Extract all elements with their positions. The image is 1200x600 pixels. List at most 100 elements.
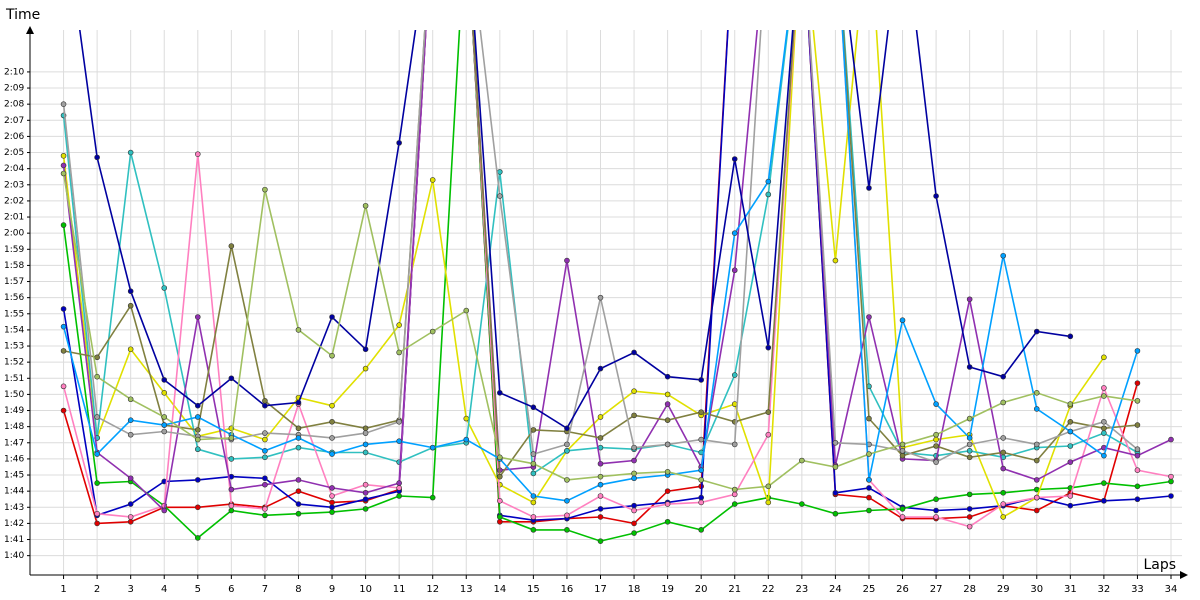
lap-point (262, 506, 268, 512)
x-tick-label: 30 (1030, 584, 1043, 595)
y-tick-label: 1:49 (4, 406, 24, 416)
lap-point (765, 344, 772, 351)
lap-point (1067, 502, 1074, 509)
lap-point (194, 504, 201, 511)
lap-point (396, 140, 402, 146)
lap-point (631, 388, 637, 394)
lap-point (362, 496, 369, 503)
lap-point (329, 499, 335, 506)
lap-point (731, 501, 738, 507)
lap-point (1000, 501, 1007, 507)
x-tick-label: 28 (963, 584, 976, 595)
lap-point (262, 398, 268, 404)
lap-point (429, 444, 436, 451)
lap-point (530, 460, 537, 467)
lap-point (194, 151, 201, 157)
y-tick-label: 1:48 (4, 422, 24, 432)
lap-point (161, 377, 168, 383)
y-axis-arrow (26, 26, 34, 34)
lap-point (1033, 494, 1040, 501)
x-tick-label: 18 (628, 584, 641, 595)
y-tick-label: 2:00 (4, 229, 24, 239)
y-tick-label: 1:41 (4, 535, 24, 545)
lap-point (329, 451, 335, 457)
lap-point (362, 449, 369, 456)
lap-point (933, 514, 939, 520)
lap-point (1134, 446, 1141, 453)
lap-point (1101, 419, 1107, 425)
lap-point (262, 430, 268, 436)
lap-point (731, 491, 738, 498)
lap-point (127, 302, 134, 309)
lap-point (194, 427, 201, 433)
lap-point (731, 441, 738, 448)
lap-point (631, 349, 637, 356)
lap-point (631, 444, 637, 451)
lap-point (664, 417, 671, 424)
lap-point (933, 401, 939, 407)
lap-point (127, 501, 134, 507)
lap-point (463, 436, 470, 443)
lap-point (228, 435, 235, 441)
lap-point (194, 436, 201, 443)
lap-point (94, 510, 100, 517)
lap-point (1168, 478, 1174, 485)
lap-point (631, 520, 637, 527)
lap-point (94, 480, 100, 486)
lap-point (832, 489, 839, 496)
x-tick-label: 11 (393, 584, 406, 595)
lap-point (765, 178, 772, 185)
lap-point (1101, 425, 1107, 432)
lap-point (194, 446, 201, 453)
lap-point (530, 527, 537, 533)
lap-point (228, 507, 235, 514)
lap-point (564, 527, 570, 533)
lap-point (497, 389, 503, 396)
lap-point (362, 365, 369, 372)
lap-point (966, 514, 973, 520)
lap-point (161, 285, 168, 291)
lap-point (799, 501, 805, 507)
x-tick-label: 27 (930, 584, 943, 595)
lap-point (1000, 449, 1007, 456)
lap-point (194, 402, 201, 409)
lap-point (497, 518, 503, 525)
lap-point (597, 481, 604, 488)
lap-point (161, 389, 168, 396)
lap-point (933, 443, 939, 449)
lap-point (463, 415, 470, 422)
series-line (62, 30, 1172, 542)
lap-point (966, 454, 973, 461)
x-tick-label: 17 (594, 584, 607, 595)
lap-point (161, 507, 168, 514)
lap-point (1134, 452, 1141, 459)
lap-point (564, 257, 570, 264)
lap-point (94, 154, 100, 161)
lap-point (631, 412, 637, 419)
lap-point (899, 452, 906, 459)
lap-point (94, 414, 100, 420)
lap-point (564, 512, 570, 519)
x-tick-label: 16 (561, 584, 574, 595)
lap-point (94, 451, 100, 457)
lap-point (262, 475, 268, 482)
x-tick-label: 33 (1131, 584, 1144, 595)
lap-point (497, 514, 503, 520)
lap-point (1000, 435, 1007, 441)
lap-point (362, 481, 369, 488)
y-tick-label: 1:43 (4, 503, 24, 513)
y-tick-label: 1:47 (4, 438, 24, 448)
lap-point (60, 101, 67, 107)
lap-point (664, 518, 671, 525)
lap-point (866, 494, 872, 501)
lap-point (799, 457, 805, 464)
lap-point (1101, 452, 1107, 459)
lap-point (597, 514, 604, 520)
x-tick-label: 32 (1098, 584, 1111, 595)
lap-point (899, 317, 906, 324)
lap-point (1067, 493, 1074, 499)
lap-point (1134, 422, 1141, 428)
lap-point (60, 222, 67, 228)
lap-point (262, 448, 268, 454)
lap-point (731, 156, 738, 162)
